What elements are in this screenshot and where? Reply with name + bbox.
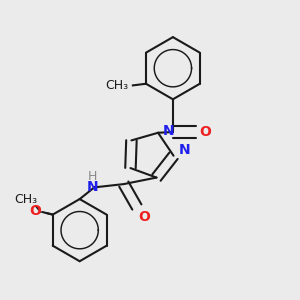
Text: H: H: [88, 170, 98, 183]
Text: N: N: [178, 143, 190, 158]
Text: CH₃: CH₃: [14, 193, 38, 206]
Text: O: O: [139, 210, 150, 224]
Text: CH₃: CH₃: [105, 79, 128, 92]
Text: O: O: [199, 125, 211, 139]
Text: O: O: [29, 204, 40, 218]
Text: N: N: [87, 180, 98, 194]
Text: N: N: [163, 124, 175, 138]
